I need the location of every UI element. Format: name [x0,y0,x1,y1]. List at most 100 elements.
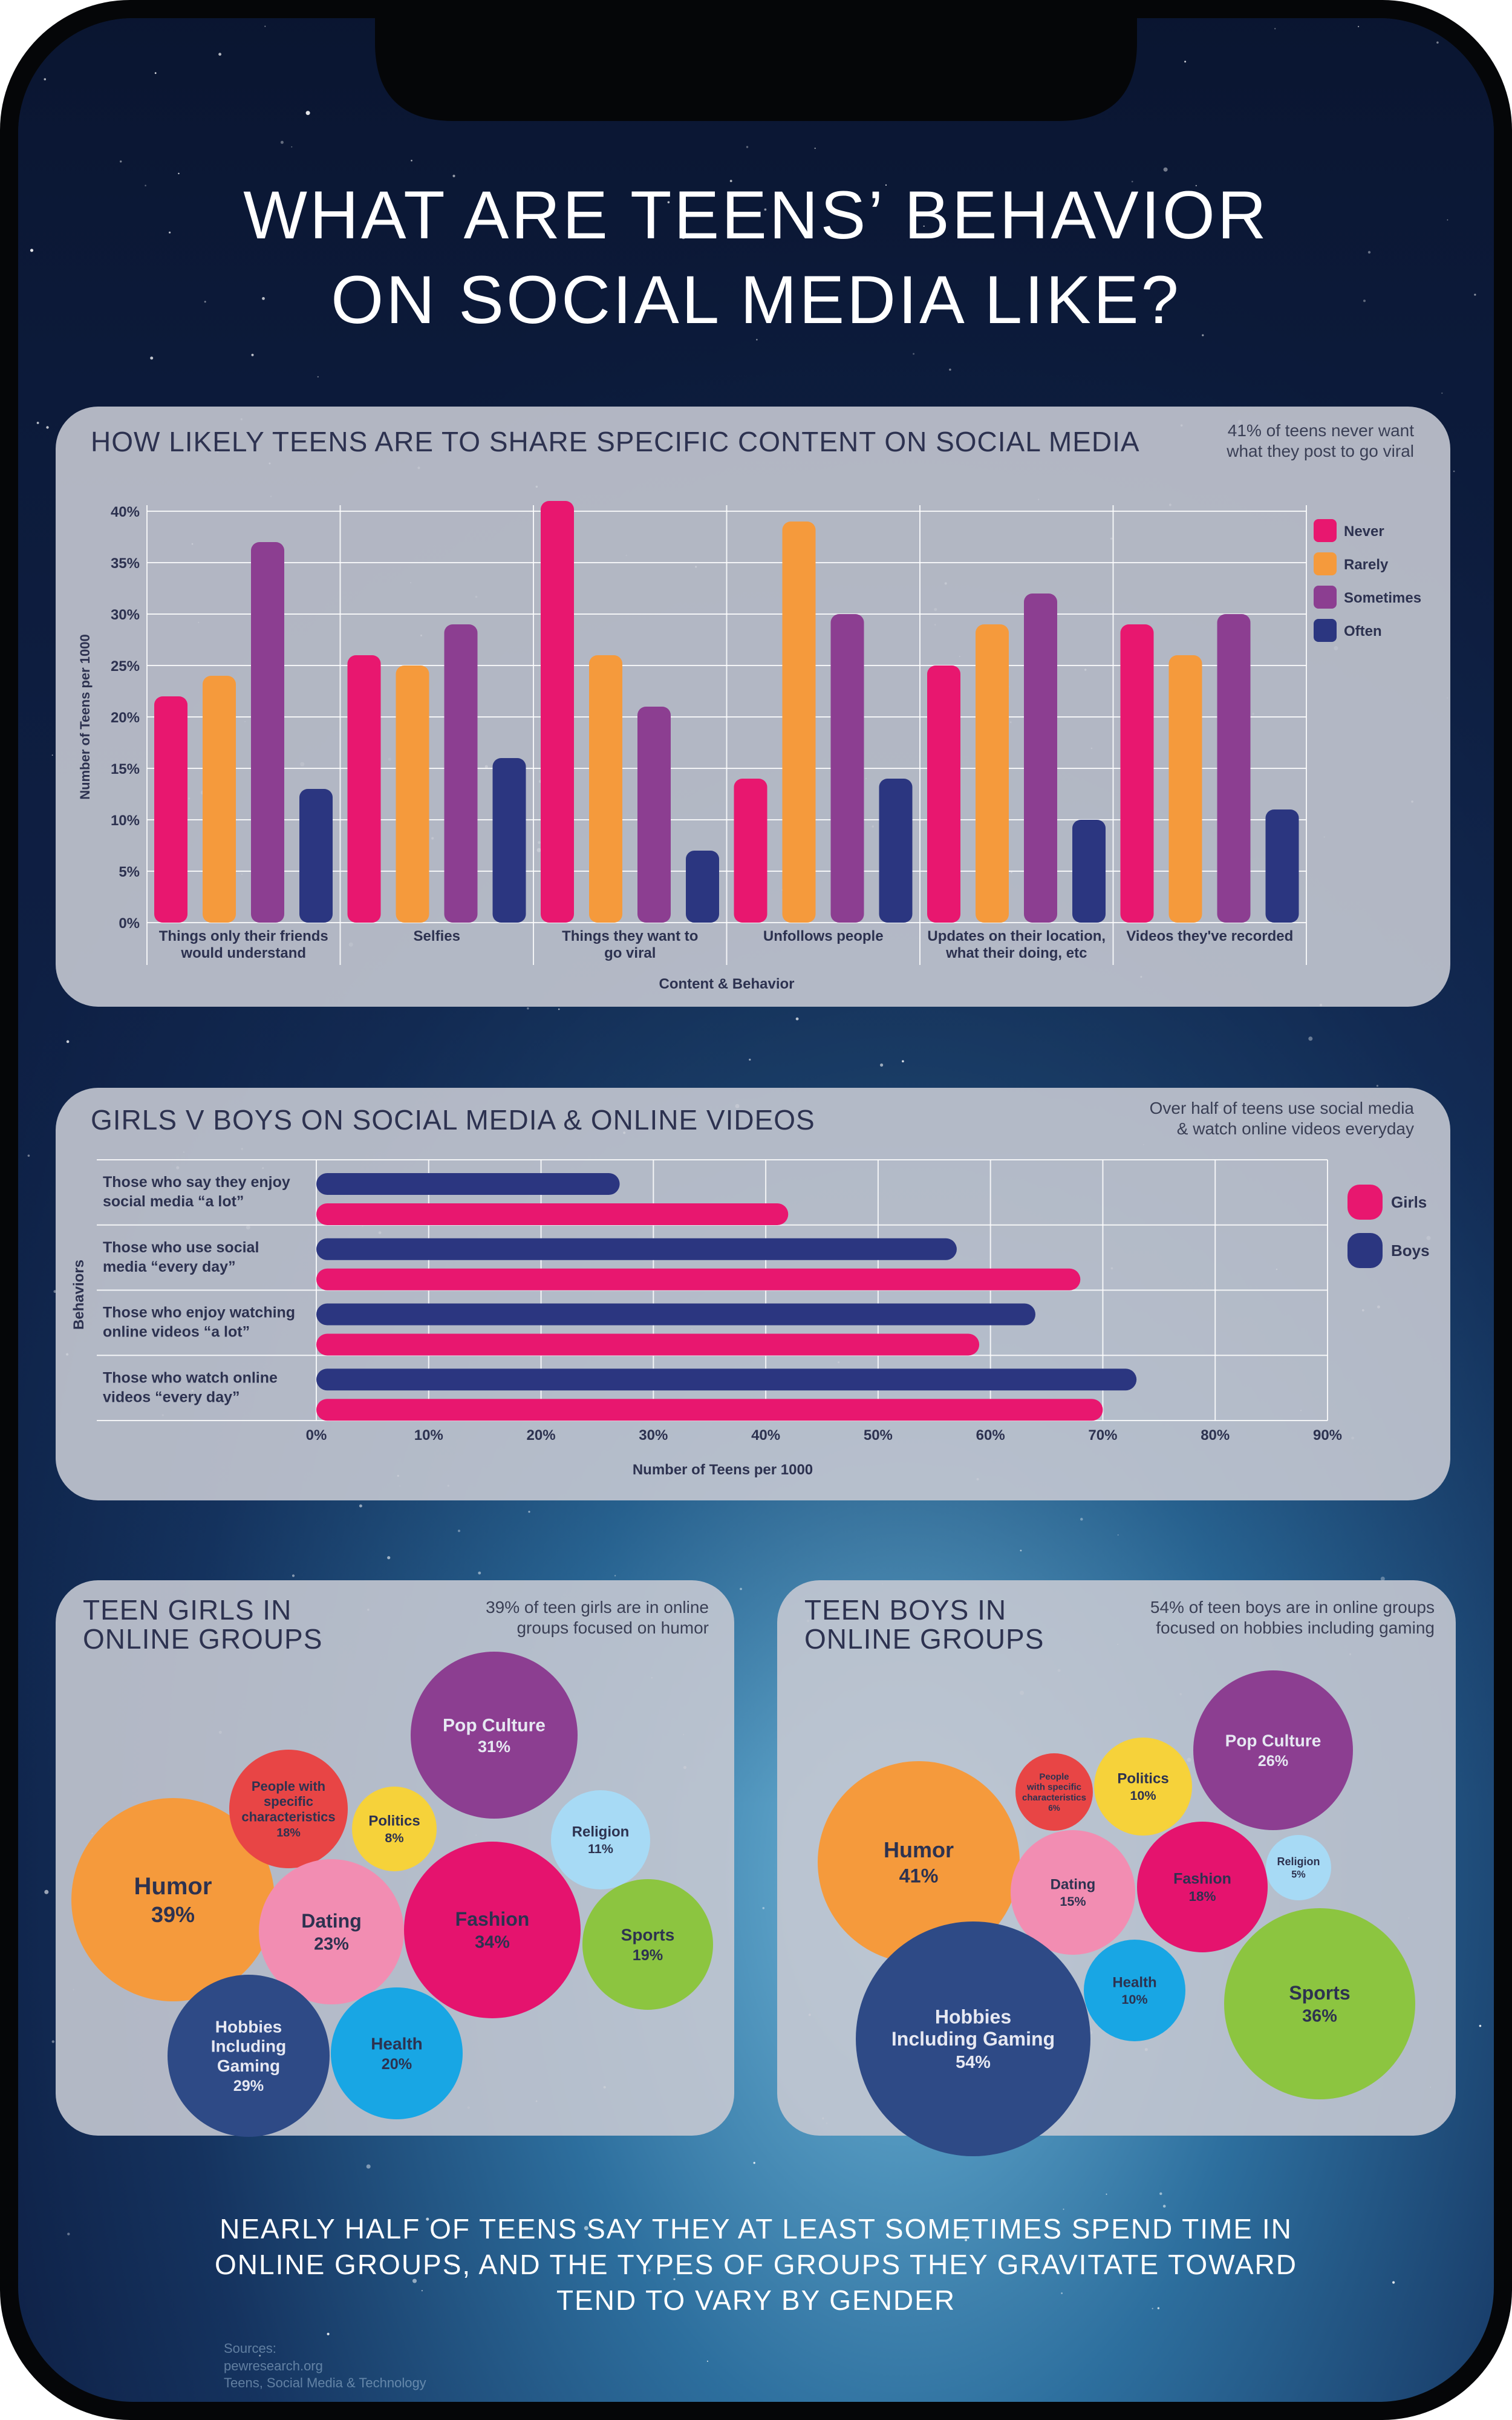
boys-bubble-value: 18% [1188,1889,1216,1904]
boys-bubble-label: characteristics [1022,1793,1086,1803]
boys-bubble-label: Including Gaming [891,2028,1055,2050]
boys-bubble-value: 10% [1130,1788,1156,1803]
bar-rarely [396,666,429,923]
girls-bubble-value: 20% [382,2056,412,2073]
y-tick-label: 30% [111,607,140,623]
boys-bubble-humor [818,1761,1020,1963]
bar-boys [316,1303,1035,1326]
girls-bubble-value: 31% [478,1738,510,1756]
behavior-label: media “every day” [103,1258,236,1275]
boys-groups-note-line1: 54% of teen boys are in online groups [1150,1598,1435,1617]
behavior-label: online videos “a lot” [103,1324,250,1341]
y-tick-label: 40% [111,504,140,520]
boys-bubble-label: People [1039,1771,1069,1782]
girls-bubble-label: Including [211,2037,286,2056]
boys-bubble-label: Sports [1289,1982,1350,2004]
legend-swatch-never [1314,519,1337,542]
girls-bubble-value: 18% [276,1826,301,1840]
boys-bubble-politics [1094,1738,1192,1836]
boys-bubble-hobbies-including-gaming [856,1921,1090,2156]
y-tick-label: 10% [111,813,140,829]
x-category-label: go viral [604,945,656,961]
footer-line2: ONLINE GROUPS, AND THE TYPES OF GROUPS T… [215,2249,1297,2280]
share-content-note: 41% of teens never want what they post t… [1227,420,1414,461]
phone-notch [375,18,1137,121]
girls-bubble-humor [71,1798,275,2001]
boys-bubble-health [1084,1940,1185,2041]
x-category-label: what their doing, etc [945,945,1087,961]
girls-bubble-value: 29% [233,2078,264,2095]
girls-boys-note-line2: & watch online videos everyday [1176,1119,1414,1138]
legend-swatch-girls [1347,1185,1383,1220]
boys-groups-title-line1: TEEN BOYS IN [804,1594,1007,1626]
girls-bubble-value: 34% [475,1933,510,1952]
girls-bubble-label: Dating [301,1910,362,1932]
behavior-label: social media “a lot” [103,1193,244,1210]
x-axis-label: Number of Teens per 1000 [633,1462,813,1478]
y-axis-label: Number of Teens per 1000 [77,634,93,799]
share-content-title: HOW LIKELY TEENS ARE TO SHARE SPECIFIC C… [91,426,1140,457]
x-category-label: Things they want to [562,928,698,944]
bar-girls [316,1203,789,1225]
boys-bubble-religion [1266,1835,1331,1900]
bar-often [879,779,913,923]
girls-bubble-health [331,1987,463,2119]
bar-sometimes [251,542,284,923]
bar-never [154,696,187,923]
x-tick-label: 30% [639,1427,668,1444]
legend-label-girls: Girls [1391,1193,1427,1211]
girls-groups-note-line1: 39% of teen girls are in online [486,1598,709,1617]
x-tick-label: 60% [976,1427,1005,1444]
bar-never [541,501,574,923]
girls-bubble-label: characteristics [241,1809,335,1824]
boys-bubble-value: 54% [956,2053,991,2072]
girls-bubble-value: 19% [633,1947,663,1964]
bar-rarely [203,676,236,923]
bar-often [299,789,333,923]
legend-label-never: Never [1344,523,1384,540]
bar-often [1072,820,1106,923]
y-axis-label: Behaviors [71,1260,87,1330]
y-tick-label: 20% [111,710,140,726]
x-category-label: Selfies [414,928,460,944]
bar-sometimes [1024,594,1057,923]
bar-never [927,666,960,923]
bar-often [686,851,719,923]
bar-girls [316,1399,1103,1421]
y-tick-label: 0% [119,915,140,932]
x-category-label: Unfollows people [763,928,884,944]
x-category-label: Videos they've recorded [1126,928,1293,944]
boys-bubble-people-with-specific-characteristics [1015,1753,1093,1831]
girls-bubble-hobbies-including-gaming [168,1975,330,2137]
y-tick-label: 35% [111,555,140,572]
boys-groups-title-line2: ONLINE GROUPS [804,1623,1044,1655]
behavior-label: videos “every day” [103,1388,240,1405]
y-tick-label: 25% [111,658,140,675]
boys-bubble-value: 15% [1060,1894,1086,1909]
girls-bubble-label: specific [264,1794,313,1809]
boys-groups-note: 54% of teen boys are in online groups fo… [1150,1597,1435,1638]
boys-bubble-label: Politics [1117,1771,1168,1787]
bar-never [1120,624,1154,923]
boys-groups-title: TEEN BOYS IN ONLINE GROUPS [804,1595,1044,1654]
boys-bubble-value: 6% [1048,1804,1060,1813]
bar-rarely [589,655,622,923]
girls-groups-title-line2: ONLINE GROUPS [83,1623,323,1655]
boys-bubble-value: 26% [1258,1753,1288,1770]
bar-girls [316,1333,980,1356]
boys-bubble-value: 10% [1121,1992,1147,2007]
x-tick-label: 20% [527,1427,556,1444]
x-tick-label: 40% [751,1427,780,1444]
x-category-label: Things only their friends [159,928,328,944]
boys-bubble-label: Fashion [1173,1870,1231,1887]
girls-bubble-value: 23% [314,1935,349,1954]
x-tick-label: 10% [414,1427,443,1444]
bar-sometimes [444,624,478,923]
sources: Sources: pewresearch.org Teens, Social M… [224,2340,426,2392]
boys-bubble-pop-culture [1193,1670,1353,1830]
bar-sometimes [1217,614,1251,923]
boys-bubble-label: Humor [884,1837,954,1862]
boys-bubble-value: 36% [1302,2007,1337,2026]
girls-bubble-value: 11% [588,1841,613,1856]
